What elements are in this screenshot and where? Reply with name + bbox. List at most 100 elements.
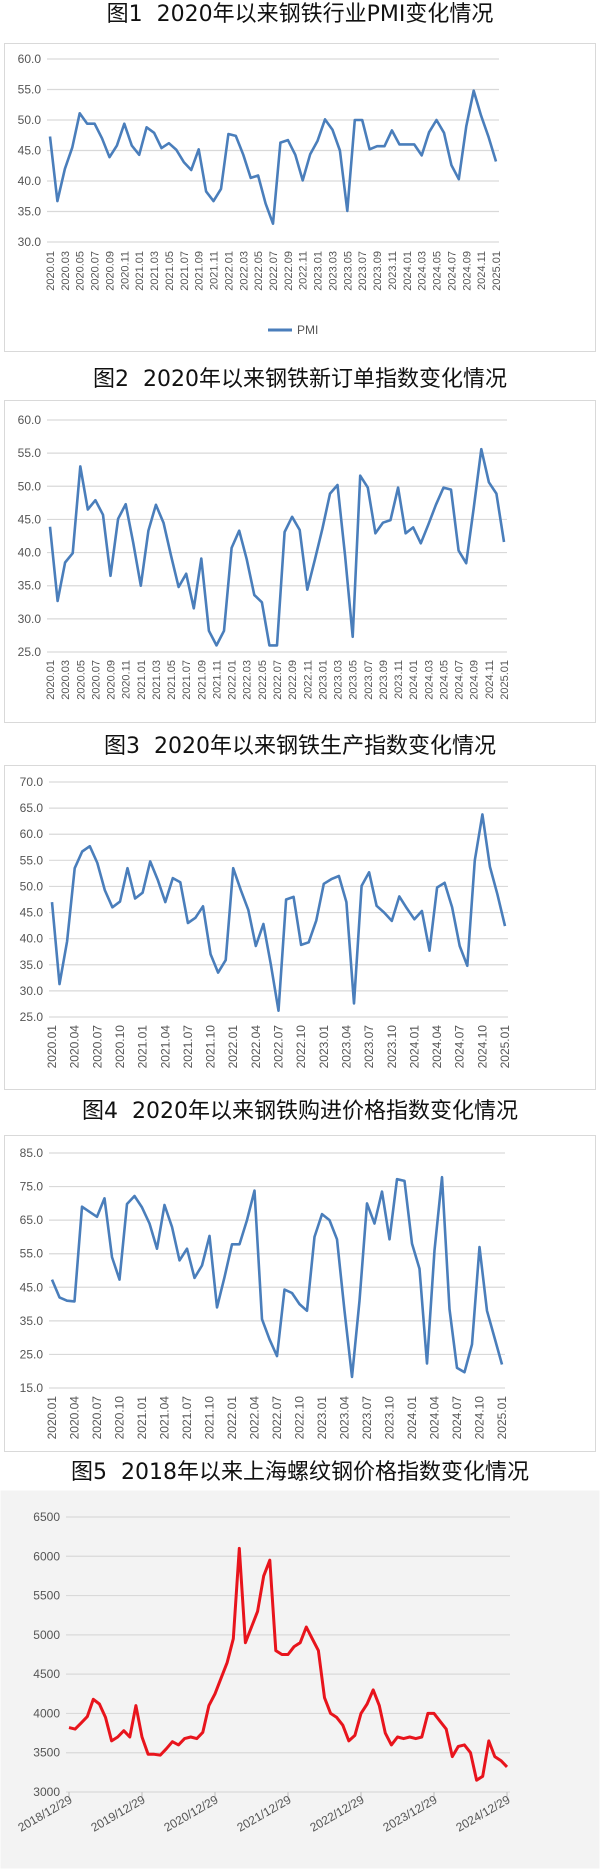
x-tick-label: 2023.04	[338, 1396, 352, 1440]
x-tick-label: 2020.11	[119, 251, 131, 290]
y-tick-label: 3000	[33, 1785, 60, 1799]
y-tick-label: 30.0	[18, 235, 42, 249]
x-tick-label: 2021.01	[136, 660, 148, 700]
x-tick-label: 2024.11	[476, 251, 488, 290]
chart-3-title: 图3 2020年以来钢铁生产指数变化情况	[104, 734, 496, 759]
y-tick-label: 50.0	[20, 879, 44, 893]
y-tick-label: 45.0	[18, 144, 42, 158]
x-tick-label: 2020.04	[68, 1025, 82, 1069]
y-tick-label: 45.0	[18, 512, 42, 526]
x-tick-label: 2024.10	[473, 1396, 487, 1440]
x-tick-label: 2024.07	[450, 1396, 464, 1440]
y-tick-label: 55.0	[18, 83, 42, 97]
x-tick-label: 2023.09	[372, 251, 384, 291]
x-tick-label: 2025.01	[495, 1396, 509, 1440]
x-tick-label: 2020.04	[68, 1396, 82, 1440]
x-tick-label: 2022.01	[227, 660, 239, 700]
x-tick-label: 2021.01	[134, 251, 146, 291]
x-tick-label: 2024.01	[408, 660, 420, 700]
y-tick-label: 55.0	[20, 1247, 44, 1261]
y-tick-label: 60.0	[18, 413, 42, 427]
y-tick-label: 75.0	[20, 1180, 44, 1194]
chart-5: 300035004000450050005500600065002018/12/…	[0, 1490, 600, 1869]
x-tick-label: 2024.05	[432, 251, 444, 291]
y-tick-label: 40.0	[20, 932, 44, 946]
x-tick-label: 2024.04	[428, 1396, 442, 1440]
x-tick-label: 2021.05	[166, 660, 178, 700]
x-tick-label: 2021.07	[180, 1396, 194, 1440]
x-tick-label: 2020.07	[90, 1396, 104, 1440]
x-tick-label: 2024.07	[453, 1025, 467, 1069]
x-tick-label: 2022.07	[272, 660, 284, 700]
x-tick-label: 2024.01	[407, 1025, 421, 1069]
x-tick-label: 2020.07	[90, 660, 102, 700]
x-tick-label: 2022.04	[249, 1025, 263, 1069]
chart-4-title: 图4 2020年以来钢铁购进价格指数变化情况	[82, 1099, 518, 1124]
y-tick-label: 4500	[33, 1667, 60, 1681]
x-tick-label: 2022.03	[242, 660, 254, 700]
y-tick-label: 25.0	[20, 1010, 44, 1024]
y-tick-label: 4000	[33, 1706, 60, 1720]
x-tick-label: 2024.03	[417, 251, 429, 291]
y-tick-label: 30.0	[20, 984, 44, 998]
x-tick-label: 2022.01	[225, 1396, 239, 1440]
y-tick-label: 3500	[33, 1746, 60, 1760]
y-tick-label: 35.0	[20, 1314, 44, 1328]
y-tick-label: 50.0	[18, 113, 42, 127]
x-tick-label: 2023.04	[339, 1025, 353, 1069]
x-tick-label: 2023.03	[327, 251, 339, 291]
chart-4: 15.0 25.0 35.0 45.0 55.0 65.0 75.0 85.0 2020.01 2…	[4, 1135, 596, 1452]
chart-1-title: 图1 2020年以来钢铁行业PMI变化情况	[106, 2, 494, 27]
x-tick-label: 2024.09	[469, 660, 481, 700]
series-line	[48, 447, 506, 647]
x-tick-label: 2022.09	[287, 660, 299, 700]
x-tick-label: 2020.03	[60, 251, 72, 291]
y-tick-label: 35.0	[18, 205, 42, 219]
x-tick-label: 2022.04	[248, 1396, 262, 1440]
x-tick-label: 2021.03	[151, 660, 163, 700]
x-tick-label: 2020.01	[45, 251, 57, 291]
x-tick-label: 2023.05	[342, 251, 354, 291]
x-tick-label: 2021.11	[209, 251, 221, 290]
y-tick-label: 55.0	[18, 446, 42, 460]
x-tick-label: 2022.11	[298, 251, 310, 290]
x-tick-label: 2022.05	[257, 660, 269, 700]
chart-frame	[0, 1490, 600, 1869]
y-tick-label: 40.0	[18, 546, 42, 560]
x-tick-label: 2021.11	[211, 660, 223, 699]
x-tick-label: 2022.10	[293, 1396, 307, 1440]
chart-2-title: 图2 2020年以来钢铁新订单指数变化情况	[93, 367, 507, 392]
y-tick-label: 40.0	[18, 174, 42, 188]
x-tick-label: 2021.10	[203, 1396, 217, 1440]
x-tick-label: 2025.01	[499, 660, 511, 700]
x-tick-label: 2022.07	[272, 1025, 286, 1069]
x-tick-label: 2023.01	[317, 660, 329, 700]
x-tick-label: 2022.07	[268, 251, 280, 291]
x-tick-label: 2022.01	[226, 1025, 240, 1069]
y-tick-label: 6500	[33, 1510, 60, 1524]
x-tick-label: 2024.10	[475, 1025, 489, 1069]
x-tick-label: 2024.07	[454, 660, 466, 700]
x-tick-label: 2023.01	[315, 1396, 329, 1440]
y-tick-label: 70.0	[20, 775, 44, 789]
y-tick-label: 45.0	[20, 906, 44, 920]
x-tick-label: 2020.10	[113, 1396, 127, 1440]
x-tick-label: 2021.01	[135, 1396, 149, 1440]
x-tick-label: 2022.11	[302, 660, 314, 699]
y-tick-label: 35.0	[20, 958, 44, 972]
y-tick-label: 60.0	[20, 827, 44, 841]
x-tick-label: 2022.03	[238, 251, 250, 291]
x-tick-label: 2022.10	[294, 1025, 308, 1069]
y-tick-label: 5000	[33, 1628, 60, 1642]
x-tick-label: 2020.09	[104, 251, 116, 291]
x-tick-label: 2021.07	[181, 1025, 195, 1069]
x-tick-label: 2023.07	[360, 1396, 374, 1440]
y-tick-label: 55.0	[20, 853, 44, 867]
x-tick-label: 2021.09	[196, 660, 208, 700]
x-tick-label: 2020.07	[90, 251, 102, 291]
x-tick-label: 2024.01	[402, 251, 414, 291]
x-tick-label: 2021.04	[158, 1396, 172, 1440]
x-tick-label: 2020.01	[45, 1396, 59, 1440]
x-tick-label: 2023.07	[362, 1025, 376, 1069]
